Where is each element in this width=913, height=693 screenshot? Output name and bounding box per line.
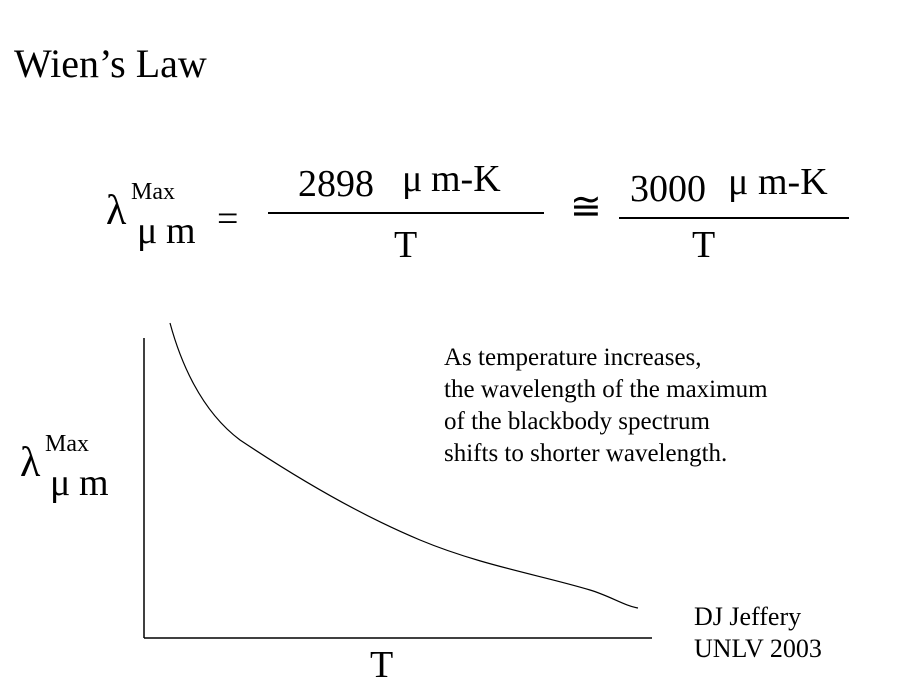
numerator-2-mu: μ: [728, 161, 749, 203]
lhs-superscript: Max: [131, 179, 175, 205]
credit-author: DJ Jeffery: [694, 602, 802, 631]
lhs-mu-symbol: μ: [137, 210, 158, 252]
lhs-lambda-symbol: λ: [106, 188, 127, 234]
fraction-bar-1: [268, 212, 544, 214]
x-axis-label: T: [370, 644, 394, 686]
numerator-1-unit: m-K: [431, 158, 501, 200]
lhs-unit: m: [166, 210, 196, 252]
equals-sign: =: [217, 198, 239, 240]
numerator-2-value: 3000: [630, 168, 706, 210]
fraction-bar-2: [619, 217, 849, 219]
description-text: As temperature increases, the wavelength…: [444, 342, 768, 470]
approx-equal-sign: ≅: [570, 186, 602, 228]
numerator-2-unit: m-K: [758, 161, 828, 203]
denominator-1: T: [394, 224, 418, 266]
y-axis-unit: m: [79, 462, 109, 504]
wien-curve: [169, 322, 639, 609]
numerator-1-mu: μ: [402, 158, 423, 200]
credit-institution: UNLV 2003: [694, 634, 822, 663]
y-axis-superscript: Max: [45, 431, 89, 457]
y-axis-mu-symbol: μ: [50, 462, 71, 504]
description-line: shifts to shorter wavelength.: [444, 440, 728, 467]
description-line: the wavelength of the maximum: [444, 376, 768, 403]
description-line: of the blackbody spectrum: [444, 408, 710, 435]
page-title: Wien’s Law: [14, 41, 207, 86]
denominator-2: T: [692, 224, 716, 266]
credit: DJ Jeffery UNLV 2003: [694, 601, 822, 665]
y-axis-lambda-symbol: λ: [20, 440, 41, 486]
description-line: As temperature increases,: [444, 344, 702, 371]
numerator-1-value: 2898: [298, 163, 374, 205]
